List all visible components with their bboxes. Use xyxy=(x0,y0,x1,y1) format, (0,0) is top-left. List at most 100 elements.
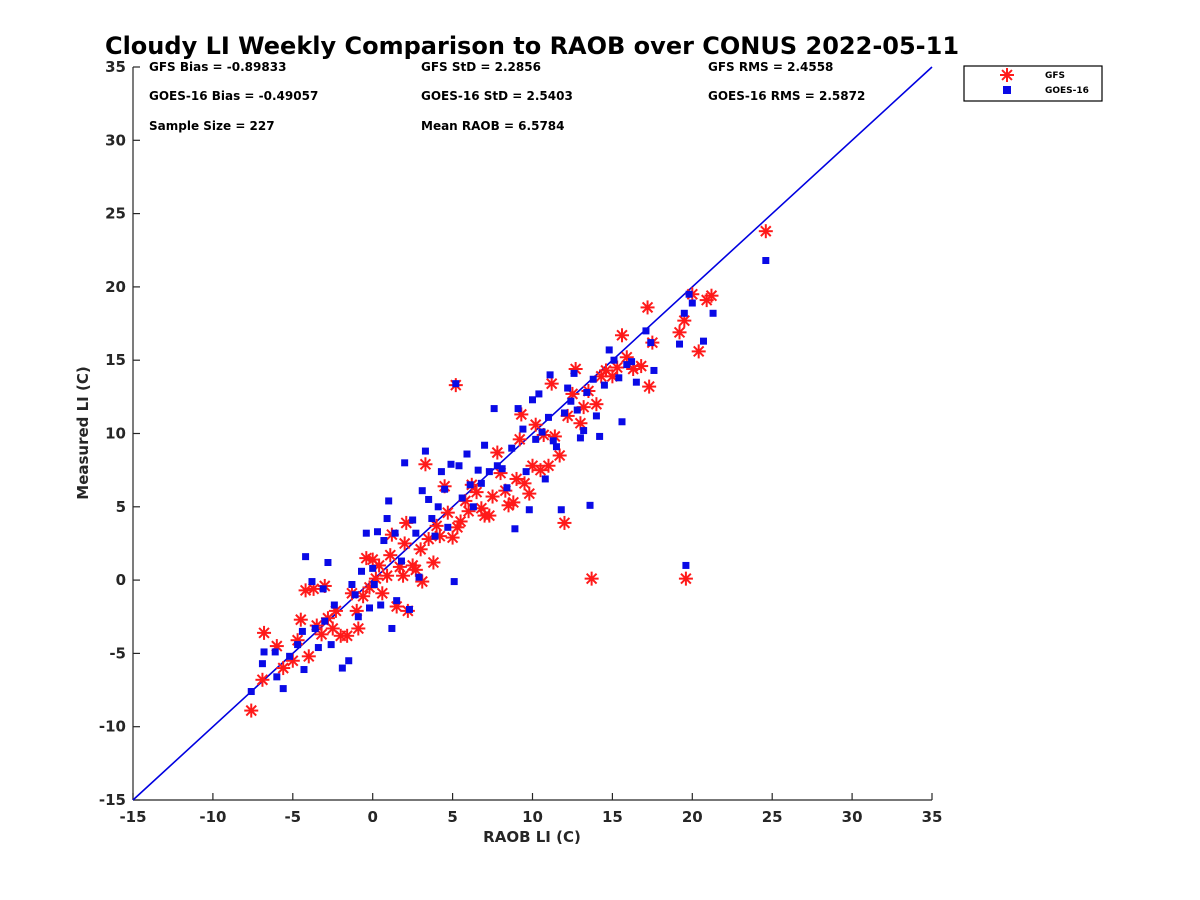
gfs-point xyxy=(244,703,259,718)
goes-16-point xyxy=(762,257,770,265)
goes-16-point xyxy=(418,487,426,495)
gfs-point xyxy=(704,288,719,303)
goes-16-point xyxy=(529,396,536,404)
goes-16-point xyxy=(434,503,442,511)
mean-raob-text: Mean RAOB = 6.5784 xyxy=(421,119,565,133)
x-tick-label: 35 xyxy=(922,808,943,826)
goes-rms-text: GOES-16 RMS = 2.5872 xyxy=(708,89,865,103)
goes-16-point xyxy=(676,340,684,348)
goes-bias-text: GOES-16 Bias = -0.49057 xyxy=(149,89,318,103)
goes-16-point xyxy=(508,444,516,452)
goes-16-point xyxy=(358,567,366,575)
goes-16-point xyxy=(586,501,594,509)
goes-16-point xyxy=(628,358,636,366)
goes-16-point xyxy=(458,494,466,502)
gfs-point xyxy=(517,476,532,491)
gfs-point xyxy=(528,417,543,432)
y-tick-label: -10 xyxy=(99,718,126,736)
goes-16-point xyxy=(366,604,374,612)
gfs-point xyxy=(672,325,687,340)
goes-16-point xyxy=(567,397,575,405)
gfs-point xyxy=(691,344,706,359)
y-tick-label: 15 xyxy=(105,351,126,369)
goes-16-point xyxy=(623,361,631,369)
gfs-point xyxy=(257,625,272,640)
goes-16-point xyxy=(271,648,279,656)
x-tick-label: 25 xyxy=(762,808,783,826)
goes-16-point xyxy=(345,657,353,665)
goes-16-point xyxy=(415,573,423,581)
goes-16-point xyxy=(441,485,449,493)
goes-16-point xyxy=(632,378,640,386)
goes-16-point xyxy=(385,497,393,505)
goes-16-point xyxy=(514,405,522,413)
gfs-point xyxy=(453,514,468,529)
gfs-point xyxy=(541,458,556,473)
goes-16-point xyxy=(377,601,385,609)
goes-16-point xyxy=(258,660,266,668)
goes-16-point xyxy=(247,688,255,696)
gfs-point xyxy=(552,448,567,463)
y-tick-label: 0 xyxy=(116,571,126,589)
goes-16-point xyxy=(592,412,600,420)
goes-16-point xyxy=(498,465,506,473)
legend-goes-16-label: GOES-16 xyxy=(1045,86,1089,96)
goes-16-point xyxy=(600,381,608,389)
goes-16-point xyxy=(412,529,420,537)
x-tick-label: 15 xyxy=(602,808,623,826)
goes-16-point xyxy=(596,432,604,440)
y-tick-label: 35 xyxy=(105,58,126,76)
goes-16-point xyxy=(544,413,552,421)
gfs-point xyxy=(340,628,355,643)
gfs-point xyxy=(276,661,291,676)
goes-16-point xyxy=(294,641,302,649)
gfs-point xyxy=(269,639,284,654)
goes-16-point xyxy=(680,309,688,317)
goes-16-point xyxy=(370,580,378,588)
goes-16-point xyxy=(431,532,439,540)
goes-16-point xyxy=(685,290,693,298)
x-tick-label: 0 xyxy=(367,808,377,826)
goes-16-point xyxy=(444,523,452,531)
gfs-point xyxy=(634,359,649,374)
gfs-point xyxy=(383,548,398,563)
goes-16-point xyxy=(466,481,474,489)
goes-16-point xyxy=(583,388,591,396)
legend-gfs-label: GFS xyxy=(1045,71,1065,81)
gfs-point xyxy=(506,495,521,510)
y-tick-label: 25 xyxy=(105,205,126,223)
goes-16-point xyxy=(388,624,396,632)
gfs-point xyxy=(293,612,308,627)
goes-16-point xyxy=(642,327,650,335)
x-tick-label: 5 xyxy=(447,808,457,826)
goes-16-point xyxy=(421,447,429,455)
goes-16-point xyxy=(362,529,370,537)
goes-16-point xyxy=(647,339,655,347)
gfs-point xyxy=(614,328,629,343)
y-tick-label: 30 xyxy=(105,131,126,149)
gfs-point xyxy=(758,224,773,239)
goes-16-point xyxy=(260,648,268,656)
goes-16-point xyxy=(573,406,581,414)
goes-16-point xyxy=(428,515,436,523)
gfs-point xyxy=(418,457,433,472)
goes-16-point xyxy=(383,515,391,523)
sample-size-text: Sample Size = 227 xyxy=(149,119,275,133)
goes-16-point xyxy=(538,428,546,436)
goes-16-point xyxy=(425,495,433,503)
gfs-point xyxy=(351,621,366,636)
goes-16-point xyxy=(298,627,306,635)
x-tick-label: 30 xyxy=(842,808,863,826)
goes-16-point xyxy=(552,443,560,451)
goes-16-point xyxy=(564,384,572,392)
gfs-point xyxy=(365,552,380,567)
goes-16-point xyxy=(522,468,530,476)
goes-16-point xyxy=(469,503,477,511)
goes-16-point xyxy=(327,641,335,649)
gfs-point xyxy=(396,568,411,583)
gfs-point xyxy=(482,508,497,523)
x-tick-label: -10 xyxy=(199,808,226,826)
goes-16-point xyxy=(373,528,381,536)
